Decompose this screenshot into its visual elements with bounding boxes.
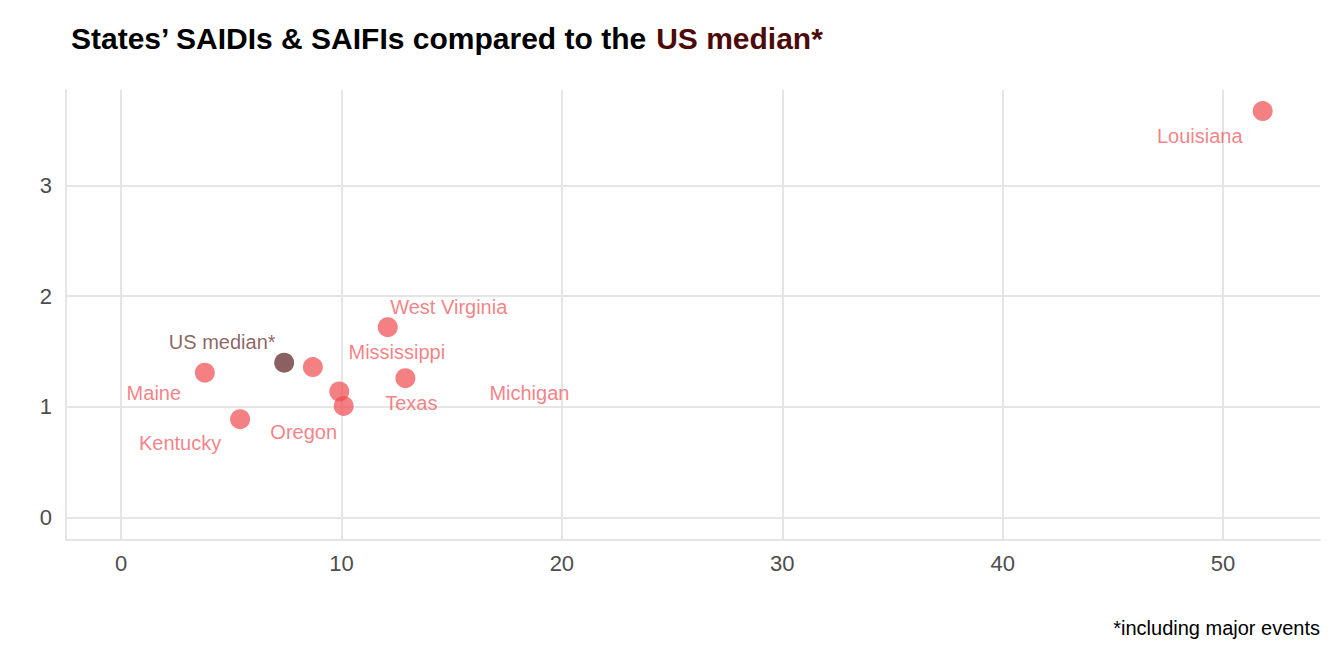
svg-text:2: 2 (40, 284, 52, 309)
svg-text:Mississippi: Mississippi (348, 341, 445, 363)
svg-text:3: 3 (40, 173, 52, 198)
svg-text:Louisiana: Louisiana (1157, 125, 1244, 147)
svg-text:1: 1 (40, 394, 52, 419)
svg-text:40: 40 (990, 551, 1014, 576)
svg-text:*including major events: *including major events (1113, 617, 1320, 639)
svg-text:US median*: US median* (656, 22, 823, 55)
svg-text:30: 30 (770, 551, 794, 576)
svg-text:0: 0 (40, 505, 52, 530)
svg-text:States’ SAIDIs & SAIFIs compar: States’ SAIDIs & SAIFIs compared to the (71, 22, 654, 55)
svg-text:US median*: US median* (169, 331, 276, 353)
svg-text:Kentucky: Kentucky (139, 432, 221, 454)
svg-text:Texas: Texas (385, 392, 437, 414)
svg-text:0: 0 (115, 551, 127, 576)
svg-text:West Virginia: West Virginia (390, 296, 508, 318)
svg-text:Maine: Maine (127, 382, 181, 404)
svg-text:Michigan: Michigan (489, 382, 569, 404)
svg-text:10: 10 (329, 551, 353, 576)
svg-text:20: 20 (550, 551, 574, 576)
svg-text:50: 50 (1211, 551, 1235, 576)
svg-text:Oregon: Oregon (270, 421, 337, 443)
